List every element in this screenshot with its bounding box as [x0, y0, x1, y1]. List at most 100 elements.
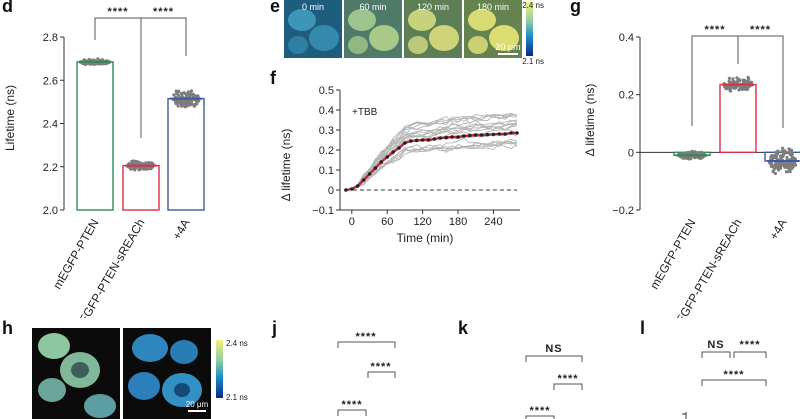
- chart-f-ytick-label-1: 0: [328, 185, 334, 197]
- chart-d-ytick-label-1: 2.2: [43, 162, 58, 174]
- sig-bracket-l-1: [733, 351, 767, 358]
- chart-k: NS **** ****: [525, 343, 583, 419]
- chart-g-point: [776, 149, 780, 153]
- chart-f-mean-point: [515, 131, 519, 135]
- sig-label-j-1: ****: [370, 361, 391, 373]
- scale-bar-label: 20 μm: [495, 42, 520, 52]
- chart-f-xtick-label-2: 120: [413, 216, 431, 228]
- chart-f-mean-point: [397, 146, 401, 150]
- chart-d-point: [130, 159, 134, 163]
- chart-d-sig-label-0: ****: [107, 6, 128, 18]
- chart-d-ytick-label-2: 2.4: [43, 119, 58, 131]
- chart-g-point: [744, 85, 748, 89]
- chart-g-point: [696, 156, 700, 160]
- chart-d: Lifetime (ns) 2.0 2.2 2.4 2.6 2.8 **** **** m…: [3, 6, 205, 318]
- chart-f-annotation: +TBB: [352, 107, 378, 118]
- chart-g-point: [689, 150, 693, 154]
- chart-d-ytick-label-4: 2.8: [43, 32, 58, 44]
- image-tile-left: [32, 328, 120, 419]
- chart-f-xtick-label-3: 180: [449, 216, 467, 228]
- chart-g-ytick-label-1: 0: [628, 147, 634, 159]
- chart-d-point: [182, 101, 186, 105]
- sig-bracket-j-0: [337, 341, 396, 348]
- image-tile-180min: [464, 0, 522, 58]
- chart-d-point: [186, 102, 190, 106]
- panel-label-g: g: [570, 0, 581, 16]
- colorbar-h: [216, 340, 223, 398]
- scale-bar-h: [188, 410, 206, 412]
- chart-d-ylabel: Lifetime (ns): [3, 85, 17, 151]
- chart-g-sig-label-0: ****: [704, 24, 725, 36]
- chart-d-xlabel-2: +4A: [170, 217, 193, 243]
- time-label-3: 180 min: [477, 2, 509, 12]
- chart-g-point: [737, 78, 742, 83]
- chart-f-mean-point: [497, 132, 502, 136]
- chart-f-mean-point: [385, 155, 389, 159]
- panel-label-j: j: [272, 318, 278, 338]
- chart-g-point: [723, 85, 727, 89]
- time-label-0: 0 min: [302, 2, 324, 12]
- chart-g-point: [783, 165, 787, 169]
- chart-f-ylabel: Δ lifetime (ns): [279, 129, 293, 202]
- chart-d-xlabel-0: mEGFP-PTEN: [50, 217, 101, 292]
- chart-g-point: [773, 171, 777, 176]
- chart-f-ytick-label-4: 0.3: [319, 125, 334, 137]
- chart-f-mean-point: [473, 133, 478, 137]
- chart-f-mean-point: [444, 135, 448, 140]
- chart-g-point: [787, 147, 791, 151]
- chart-f-mean-point: [420, 138, 425, 142]
- sig-bracket-l-2: [701, 379, 767, 386]
- chart-f-mean-point: [350, 187, 354, 191]
- sig-label-j-2: ****: [341, 399, 362, 411]
- chart-g-point: [784, 170, 788, 174]
- sig-bracket-l-0: [701, 351, 731, 358]
- colorbar: [526, 2, 533, 56]
- chart-g-point: [731, 77, 735, 81]
- colorbar-h-bottom-label: 2.1 ns: [226, 393, 248, 402]
- time-label-2: 120 min: [417, 2, 449, 12]
- chart-g-ytick-label-2: 0.2: [619, 90, 634, 102]
- chart-g-point: [784, 150, 788, 154]
- chart-d-point: [189, 101, 193, 105]
- chart-d-point: [183, 92, 187, 96]
- panel-label-f: f: [270, 68, 276, 88]
- chart-g-point: [781, 146, 785, 150]
- image-tile-0min: [284, 0, 342, 58]
- sig-bracket-k-1: [553, 383, 583, 390]
- chart-g-point: [729, 89, 733, 93]
- sig-bracket-j-2: [337, 409, 367, 416]
- chart-f-mean-point: [462, 134, 466, 138]
- chart-g-ylabel: Δ lifetime (ns): [583, 84, 597, 157]
- chart-f-xlabel: Time (min): [397, 231, 454, 245]
- chart-f-trace: [345, 114, 518, 191]
- chart-f-mean-point: [403, 141, 407, 145]
- chart-g-point: [777, 163, 782, 167]
- chart-g-point: [788, 149, 792, 153]
- chart-d-point: [190, 93, 194, 97]
- chart-g-xlabel-2: +4A: [767, 217, 790, 243]
- chart-f-ytick-label-0: −0.1: [312, 205, 334, 217]
- chart-f-trace: [345, 123, 518, 192]
- sig-label-k-0: NS: [545, 343, 562, 355]
- chart-f-trace: [345, 113, 518, 191]
- chart-d-point: [175, 101, 179, 105]
- chart-d-point: [172, 93, 176, 97]
- chart-f-ytick-label-3: 0.2: [319, 145, 334, 157]
- chart-f-ytick-label-5: 0.4: [319, 105, 334, 117]
- chart-g-point: [775, 162, 779, 166]
- chart-g-point: [728, 86, 732, 90]
- chart-f-mean-point: [485, 132, 490, 137]
- image-tile-120min: [404, 0, 462, 58]
- chart-g-point: [785, 155, 789, 160]
- chart-f-mean-point: [456, 135, 460, 139]
- chart-g-point: [771, 165, 775, 169]
- chart-f-ytick-label-2: 0.1: [319, 165, 334, 177]
- chart-j: **** **** ****: [337, 331, 396, 416]
- chart-g-point: [780, 149, 784, 153]
- chart-d-point: [145, 167, 149, 171]
- colorbar-h-top-label: 2.4 ns: [226, 339, 248, 348]
- chart-g-point: [787, 164, 791, 168]
- chart-f-mean-point: [438, 136, 443, 140]
- chart-f-mean-point: [426, 138, 431, 142]
- chart-d-ytick-label-0: 2.0: [43, 205, 58, 217]
